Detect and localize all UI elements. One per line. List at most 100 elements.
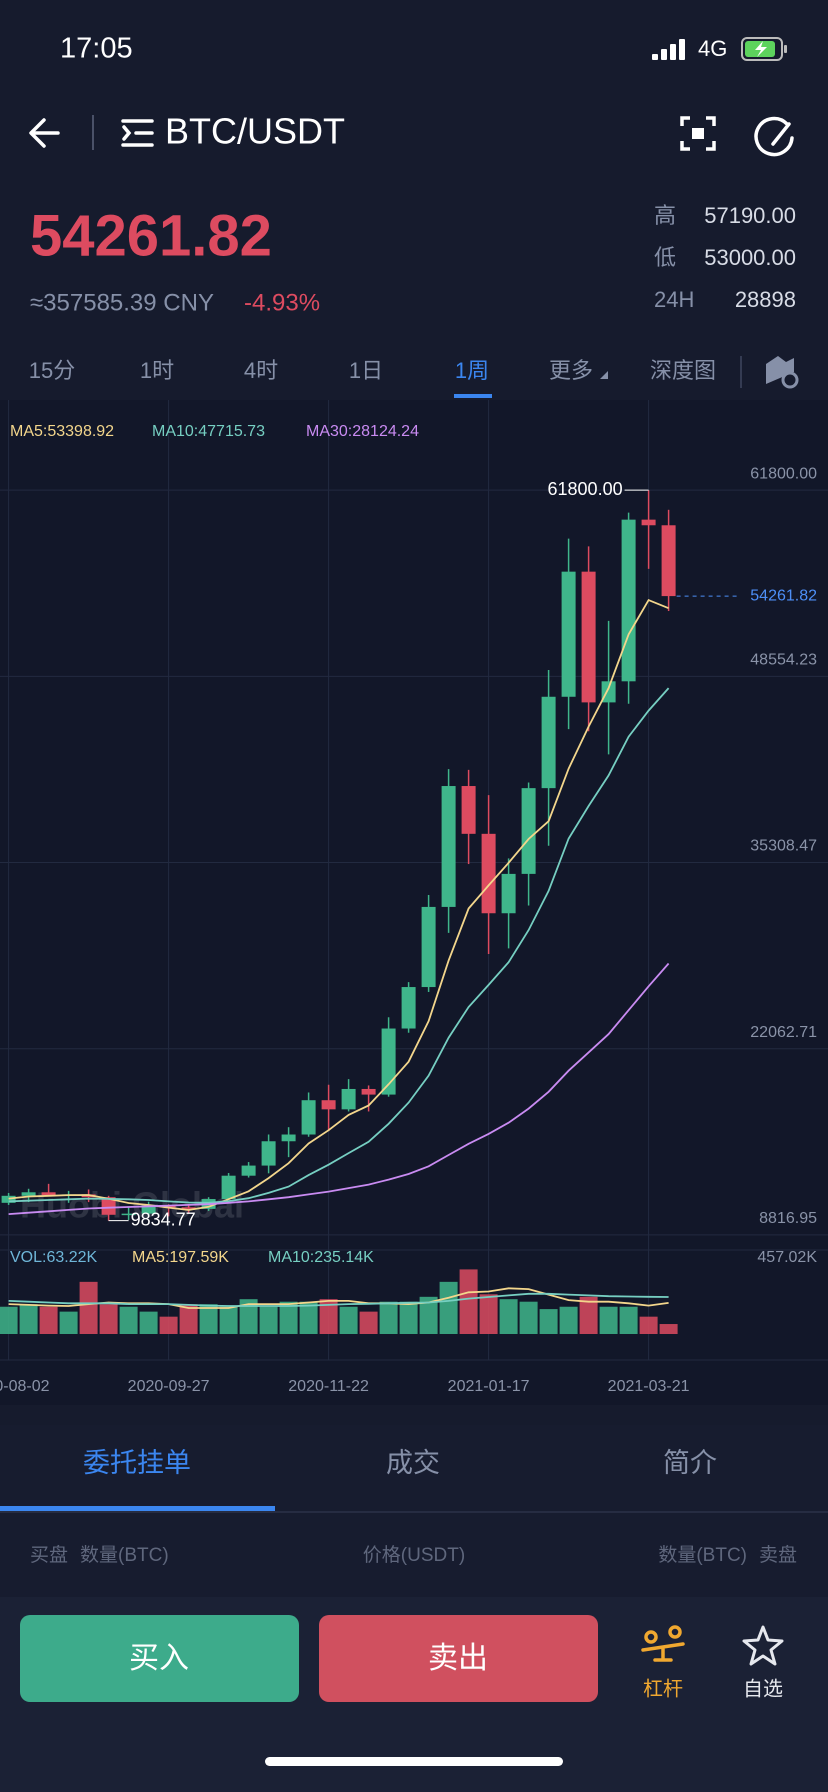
panel-tab[interactable]: 成交 (386, 1448, 440, 1478)
battery-icon (741, 37, 787, 61)
candle-body (561, 571, 576, 697)
sell-label[interactable]: 卖出 (428, 1642, 488, 1675)
candle-body (541, 696, 556, 789)
last-price-label: 54261.82 (750, 587, 817, 604)
panel-tab[interactable]: 简介 (663, 1448, 717, 1478)
timeframe-tab[interactable]: 4时 (244, 358, 278, 383)
buy-label[interactable]: 买入 (129, 1642, 189, 1675)
candle-body (521, 788, 536, 874)
candle-body (141, 1205, 156, 1214)
candle-body (581, 571, 596, 703)
legend-entry: MA30:28124.24 (306, 423, 419, 440)
volume-bar (179, 1304, 198, 1334)
chart-settings-icon[interactable] (766, 356, 799, 389)
status-time: 17:05 (60, 33, 133, 65)
candle-body (421, 906, 436, 988)
ma-line (8, 598, 669, 1211)
buy-button[interactable] (20, 1615, 299, 1702)
pair-title[interactable]: BTC/USDT (165, 111, 345, 152)
candle-body (381, 1028, 396, 1095)
ma-line (8, 687, 670, 1204)
price-change: -4.93% (244, 289, 320, 316)
x-tick-label: 2021-01-17 (448, 1378, 530, 1395)
candle-body (401, 987, 416, 1029)
active-tab-indicator (454, 394, 492, 398)
y-tick-label: 22062.71 (750, 1024, 817, 1041)
legend-entry: MA10:235.14K (268, 1249, 374, 1266)
signal-icon (652, 39, 685, 60)
volume-bar (619, 1306, 638, 1334)
candle-body (661, 525, 676, 597)
favorite-icon[interactable] (742, 1625, 784, 1666)
panel-tab-indicator (0, 1506, 275, 1511)
volume-bar (119, 1306, 138, 1334)
y-tick-label: 61800.00 (750, 465, 817, 482)
candle-body (301, 1100, 316, 1135)
timeframe-tab[interactable]: 深度图 (650, 358, 716, 383)
timeframe-tab[interactable]: 1日 (349, 358, 383, 383)
y-tick-label: 35308.47 (750, 838, 817, 855)
volume-bar (379, 1301, 398, 1334)
candle-body (621, 519, 636, 682)
volume-bar (519, 1301, 538, 1334)
order-header: 数量(BTC) (658, 1544, 747, 1566)
volume-bar (239, 1299, 258, 1334)
volume-bar (219, 1306, 238, 1334)
sell-button[interactable] (319, 1615, 598, 1702)
timeframe-tab[interactable]: 1时 (140, 358, 174, 383)
volume-bar (319, 1299, 338, 1334)
y-tick-label: 8816.95 (759, 1210, 817, 1227)
candle-body (461, 786, 476, 834)
x-tick-label: 2021-03-21 (608, 1378, 690, 1395)
candle-body (601, 681, 616, 703)
candle-body (501, 873, 516, 914)
panel-tab-active[interactable]: 委托挂单 (83, 1448, 191, 1478)
volume-bar (399, 1301, 418, 1334)
candle-body (261, 1141, 276, 1166)
volume-bar (79, 1281, 98, 1334)
volume-bar (439, 1281, 458, 1334)
chart-area (0, 400, 828, 1405)
volume-bar (279, 1301, 298, 1334)
gauge-icon[interactable] (754, 116, 794, 157)
x-tick-label: 2020-11-22 (288, 1378, 369, 1395)
timeframe-tab[interactable]: 15分 (29, 358, 75, 383)
timeframe-tab[interactable]: 更多 (549, 358, 593, 383)
stat-value: 53000.00 (704, 245, 796, 270)
min-marker-label: 9834.77 (131, 1209, 196, 1229)
order-header: 价格(USDT) (363, 1544, 465, 1566)
volume-bar (419, 1296, 438, 1334)
stat-label: 高 (654, 203, 676, 228)
volume-bar (19, 1304, 38, 1334)
volume-bar (99, 1304, 118, 1334)
pair-menu-icon[interactable] (121, 119, 154, 147)
volume-ma-line (8, 1292, 669, 1307)
volume-bar (659, 1324, 678, 1334)
volume-legend: VOL:63.22K (10, 1249, 98, 1266)
leverage-label[interactable]: 杠杆 (643, 1677, 683, 1700)
volume-bar (299, 1301, 318, 1334)
stat-label: 低 (654, 245, 676, 270)
favorite-label[interactable]: 自选 (743, 1677, 783, 1700)
volume-bar (459, 1269, 478, 1334)
volume-bar (139, 1311, 158, 1334)
candle-body (1, 1195, 16, 1203)
volume-bar (599, 1306, 618, 1334)
candle-body (121, 1213, 136, 1216)
x-tick-label: 2020-08-02 (0, 1378, 50, 1395)
candle-body (281, 1134, 296, 1142)
dropdown-arrow (600, 371, 608, 379)
volume-bar (559, 1306, 578, 1334)
screenshot-icon[interactable] (680, 116, 716, 151)
timeframe-tab-active[interactable]: 1周 (455, 358, 489, 383)
candle-body (361, 1088, 376, 1095)
candlestick-chart: 2020-08-02 2020-09-27 2020-11-22 2021-01-17… (0, 400, 828, 1395)
volume-bar (579, 1296, 598, 1334)
back-button[interactable] (29, 118, 60, 148)
legend-entry: MA5:53398.92 (10, 423, 114, 440)
volume-bar (59, 1311, 78, 1334)
leverage-icon[interactable] (641, 1625, 685, 1662)
candle-body (181, 1207, 196, 1209)
